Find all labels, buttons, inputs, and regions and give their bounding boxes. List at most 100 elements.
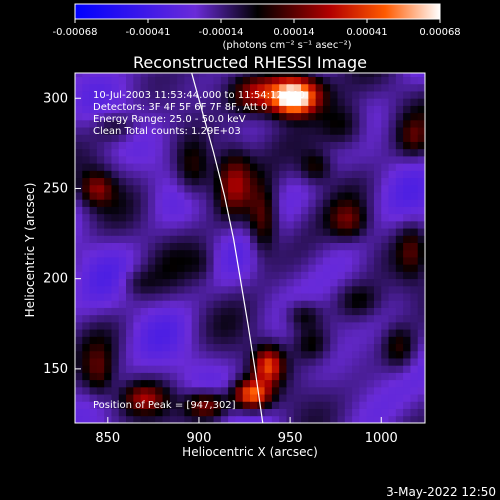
heatmap-cell bbox=[75, 134, 83, 142]
heatmap-cell bbox=[410, 127, 419, 135]
heatmap-cell bbox=[373, 155, 382, 164]
colorbar-tick-label: -0.00014 bbox=[199, 27, 244, 38]
heatmap-cell bbox=[82, 192, 90, 200]
heatmap-cell bbox=[257, 192, 265, 200]
heatmap-cell bbox=[75, 358, 83, 366]
heatmap-cell bbox=[126, 199, 134, 207]
heatmap-cell bbox=[96, 300, 105, 308]
heatmap-cell bbox=[293, 379, 302, 388]
heatmap-cell bbox=[279, 112, 287, 121]
heatmap-cell bbox=[344, 415, 353, 423]
heatmap-cell bbox=[147, 177, 156, 186]
heatmap-cell bbox=[344, 76, 353, 85]
heatmap-cell bbox=[213, 148, 222, 157]
heatmap-cell bbox=[403, 415, 411, 423]
heatmap-cell bbox=[198, 105, 207, 114]
heatmap-cell bbox=[308, 134, 317, 142]
heatmap-cell bbox=[417, 170, 425, 179]
heatmap-cell bbox=[242, 192, 251, 200]
heatmap-cell bbox=[410, 293, 419, 301]
heatmap-cell bbox=[96, 271, 105, 280]
heatmap-cell bbox=[104, 350, 112, 359]
heatmap-cell bbox=[264, 394, 273, 402]
heatmap-cell bbox=[89, 98, 98, 106]
heatmap-cell bbox=[169, 192, 178, 200]
heatmap-cell bbox=[191, 257, 200, 265]
heatmap-cell bbox=[206, 163, 214, 171]
heatmap-cell bbox=[293, 336, 302, 345]
heatmap-cell bbox=[169, 119, 178, 128]
heatmap-cell bbox=[308, 379, 317, 388]
heatmap-cell bbox=[293, 220, 302, 229]
heatmap-cell bbox=[373, 408, 382, 417]
heatmap-cell bbox=[337, 206, 346, 215]
heatmap-cell bbox=[242, 134, 251, 142]
heatmap-cell bbox=[133, 285, 142, 294]
heatmap-cell bbox=[191, 300, 200, 308]
heatmap-cell bbox=[184, 127, 193, 135]
heatmap-cell bbox=[206, 379, 214, 388]
heatmap-cell bbox=[213, 206, 222, 215]
heatmap-cell bbox=[381, 394, 389, 402]
heatmap-cell bbox=[198, 307, 207, 316]
heatmap-cell bbox=[315, 386, 324, 395]
heatmap-cell bbox=[82, 127, 90, 135]
heatmap-cell bbox=[133, 401, 142, 409]
heatmap-cell bbox=[257, 206, 265, 215]
heatmap-cell bbox=[352, 293, 360, 301]
heatmap-cell bbox=[118, 199, 127, 207]
heatmap-cell bbox=[111, 184, 120, 193]
heatmap-cell bbox=[301, 336, 309, 345]
heatmap-cell bbox=[96, 386, 105, 395]
heatmap-cell bbox=[177, 379, 185, 388]
annotation-clean: Clean Total counts: 1.29E+03 bbox=[93, 126, 241, 137]
heatmap-cell bbox=[322, 242, 331, 251]
heatmap-cell bbox=[104, 199, 112, 207]
heatmap-cell bbox=[184, 177, 193, 186]
heatmap-cell bbox=[133, 242, 142, 251]
heatmap-cell bbox=[388, 278, 397, 287]
heatmap-cell bbox=[140, 415, 149, 423]
heatmap-cell bbox=[89, 112, 98, 121]
heatmap-cell bbox=[257, 112, 265, 121]
heatmap-cell bbox=[177, 293, 185, 301]
heatmap-cell bbox=[104, 127, 112, 135]
heatmap-cell bbox=[322, 365, 331, 373]
heatmap-cell bbox=[373, 415, 382, 423]
heatmap-cell bbox=[169, 148, 178, 157]
heatmap-cell bbox=[126, 343, 134, 352]
heatmap-cell bbox=[257, 300, 265, 308]
heatmap-cell bbox=[213, 293, 222, 301]
heatmap-cell bbox=[213, 192, 222, 200]
heatmap-cell bbox=[279, 119, 287, 128]
heatmap-cell bbox=[395, 220, 404, 229]
heatmap-cell bbox=[118, 105, 127, 114]
heatmap-cell bbox=[373, 206, 382, 215]
heatmap-cell bbox=[344, 73, 353, 78]
heatmap-cell bbox=[373, 293, 382, 301]
heatmap-cell bbox=[147, 379, 156, 388]
heatmap-cell bbox=[417, 127, 425, 135]
heatmap-cell bbox=[126, 105, 134, 114]
heatmap-cell bbox=[344, 293, 353, 301]
heatmap-cell bbox=[111, 170, 120, 179]
heatmap-cell bbox=[286, 285, 295, 294]
heatmap-cell bbox=[169, 264, 178, 272]
heatmap-cell bbox=[344, 163, 353, 171]
heatmap-cell bbox=[381, 415, 389, 423]
heatmap-cell bbox=[322, 192, 331, 200]
heatmap-cell bbox=[301, 155, 309, 164]
heatmap-cell bbox=[213, 408, 222, 417]
colorbar-tick-label: 0.00041 bbox=[346, 27, 387, 38]
heatmap-cell bbox=[308, 91, 317, 99]
heatmap-cell bbox=[147, 141, 156, 150]
heatmap-cell bbox=[162, 177, 171, 186]
heatmap-cell bbox=[140, 242, 149, 251]
heatmap-cell bbox=[162, 307, 171, 316]
heatmap-cell bbox=[96, 155, 105, 164]
heatmap-cell bbox=[213, 112, 222, 121]
heatmap-cell bbox=[126, 235, 134, 243]
heatmap-cell bbox=[395, 379, 404, 388]
heatmap-cell bbox=[417, 285, 425, 294]
heatmap-cell bbox=[308, 386, 317, 395]
